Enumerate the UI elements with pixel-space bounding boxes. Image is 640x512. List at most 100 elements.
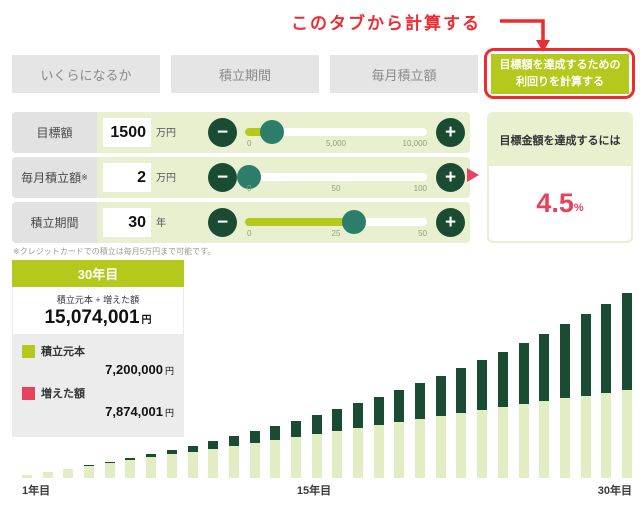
yield-percent-sign: % [573,202,584,214]
plus-icon: + [444,122,457,143]
bar-year-22 [456,368,467,478]
slider-handle[interactable] [260,120,285,144]
minus-icon: − [216,122,229,143]
summary-year-label: 30年目 [12,260,184,287]
slider-tick-max: 10,000 [402,139,427,148]
bar-year-27 [559,324,570,478]
bar-year-4 [84,465,95,478]
bar-principal-segment [435,416,446,478]
slider-track[interactable] [245,173,427,181]
goal-amount-increase-button[interactable]: + [436,118,465,147]
bar-principal-segment [456,413,467,478]
slider-tick-max: 50 [418,229,427,238]
bar-gain-segment [104,461,115,464]
minus-icon: − [216,167,229,188]
principal-label: 積立元本 [41,346,85,358]
tab-how-much[interactable]: いくらになるか [12,55,160,93]
bar-principal-segment [290,436,301,478]
bar-principal-segment [125,460,136,478]
bar-gain-segment [166,449,177,455]
slider-tick-mid: 50 [331,184,341,193]
bar-year-6 [125,457,136,478]
summary-total-section: 積立元本 + 増えた額 15,074,001 円 [12,287,184,335]
bar-gain-segment [63,468,74,470]
goal-amount-row: 目標額 1500 万円 − 0 5,000 10,000 + [12,112,470,153]
bar-year-5 [104,461,115,478]
bar-year-2 [42,471,53,478]
slider-tick-max: 100 [413,184,427,193]
summary-total-value: 15,074,001 円 [44,307,152,328]
gain-label: 増えた額 [41,388,85,400]
slider-track[interactable] [245,128,427,136]
yen-unit: 円 [141,315,152,326]
bar-gain-segment [208,441,219,449]
tab-monthly-amount[interactable]: 毎月積立額 [330,55,478,93]
monthly-amount-decrease-button[interactable]: − [208,163,237,192]
plus-icon: + [444,167,457,188]
slider-tick-min: 0 [247,139,252,148]
bar-year-25 [518,343,529,478]
bar-principal-segment [42,472,53,478]
x-axis-label-year1: 1年目 [22,485,51,497]
bar-principal-segment [539,401,550,478]
bar-chart [22,293,632,478]
legend-item-principal: 積立元本 [22,343,174,359]
bar-year-26 [539,334,550,478]
slider-tick-min: 0 [247,184,252,193]
bar-principal-segment [559,398,570,478]
bar-year-23 [477,360,488,478]
saving-period-input[interactable]: 30 [103,208,151,237]
saving-period-unit: 年 [156,218,166,229]
tab-required-yield[interactable]: 目標額を達成するための 利回りを計算する [491,54,629,94]
principal-value: 7,200,000 円 [105,362,174,377]
tab-required-yield-line1: 目標額を達成するための [499,58,621,71]
bar-year-17 [353,403,363,478]
bar-year-18 [373,396,384,478]
saving-period-decrease-button[interactable]: − [208,208,237,237]
monthly-amount-increase-button[interactable]: + [436,163,465,192]
gain-swatch-icon [22,386,35,400]
bar-year-12 [249,431,260,478]
tab-saving-period[interactable]: 積立期間 [171,55,319,93]
bar-year-30 [621,293,632,478]
bar-year-28 [580,314,591,478]
bar-gain-segment [394,390,405,423]
bar-principal-segment [353,427,363,478]
minus-icon: − [216,212,229,233]
bar-gain-segment [580,314,591,396]
goal-amount-input[interactable]: 1500 [103,118,151,147]
slider-fill [245,218,355,226]
x-axis-label-year30: 30年目 [597,485,632,497]
bar-year-16 [332,409,343,478]
bar-principal-segment [580,395,591,478]
goal-amount-label: 目標額 [12,112,97,153]
bar-year-11 [228,436,239,478]
bar-principal-segment [84,466,95,478]
monthly-amount-row: 毎月積立額 ※ 2 万円 − 0 50 100 + [12,157,470,198]
bar-principal-segment [228,445,239,478]
monthly-amount-label: 毎月積立額 ※ [12,157,97,198]
goal-amount-slider: 0 5,000 10,000 [245,112,427,153]
bar-year-14 [290,420,301,478]
goal-amount-decrease-button[interactable]: − [208,118,237,147]
result-pointer-icon [467,168,479,182]
bar-principal-segment [187,451,198,478]
slider-handle[interactable] [236,165,261,189]
required-yield-value: 4.5 % [489,166,631,241]
goal-amount-unit: 万円 [156,128,176,139]
bar-year-24 [497,351,508,478]
bar-year-29 [601,303,612,478]
monthly-amount-input[interactable]: 2 [103,163,151,192]
yield-number: 4.5 [536,188,574,218]
bar-gain-segment [415,383,426,420]
bar-principal-segment [477,410,488,478]
bar-gain-segment [518,343,529,405]
bar-principal-segment [332,430,343,478]
bar-gain-segment [249,431,260,443]
bar-principal-segment [518,404,529,478]
saving-period-increase-button[interactable]: + [436,208,465,237]
bar-principal-segment [249,442,260,478]
slider-handle[interactable] [342,210,367,234]
bar-year-8 [166,449,177,478]
